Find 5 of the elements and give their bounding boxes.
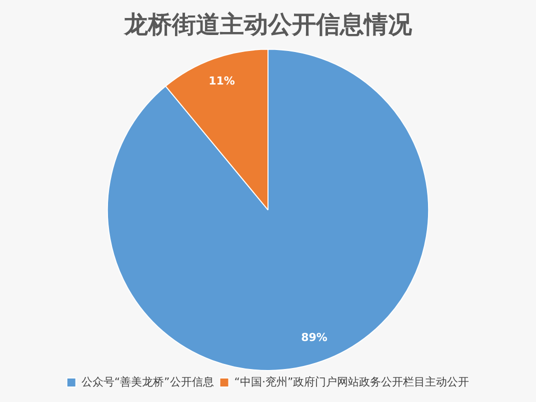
legend-label: 公众号“善美龙桥”公开信息 (81, 375, 214, 388)
data-label: 11% (208, 74, 235, 88)
data-label: 89% (301, 331, 328, 344)
legend-label: “中国·兖州”政府门户网站政务公开栏目主动公开 (234, 375, 470, 388)
chart-title: 龙桥街道主动公开信息情况 (123, 10, 413, 39)
